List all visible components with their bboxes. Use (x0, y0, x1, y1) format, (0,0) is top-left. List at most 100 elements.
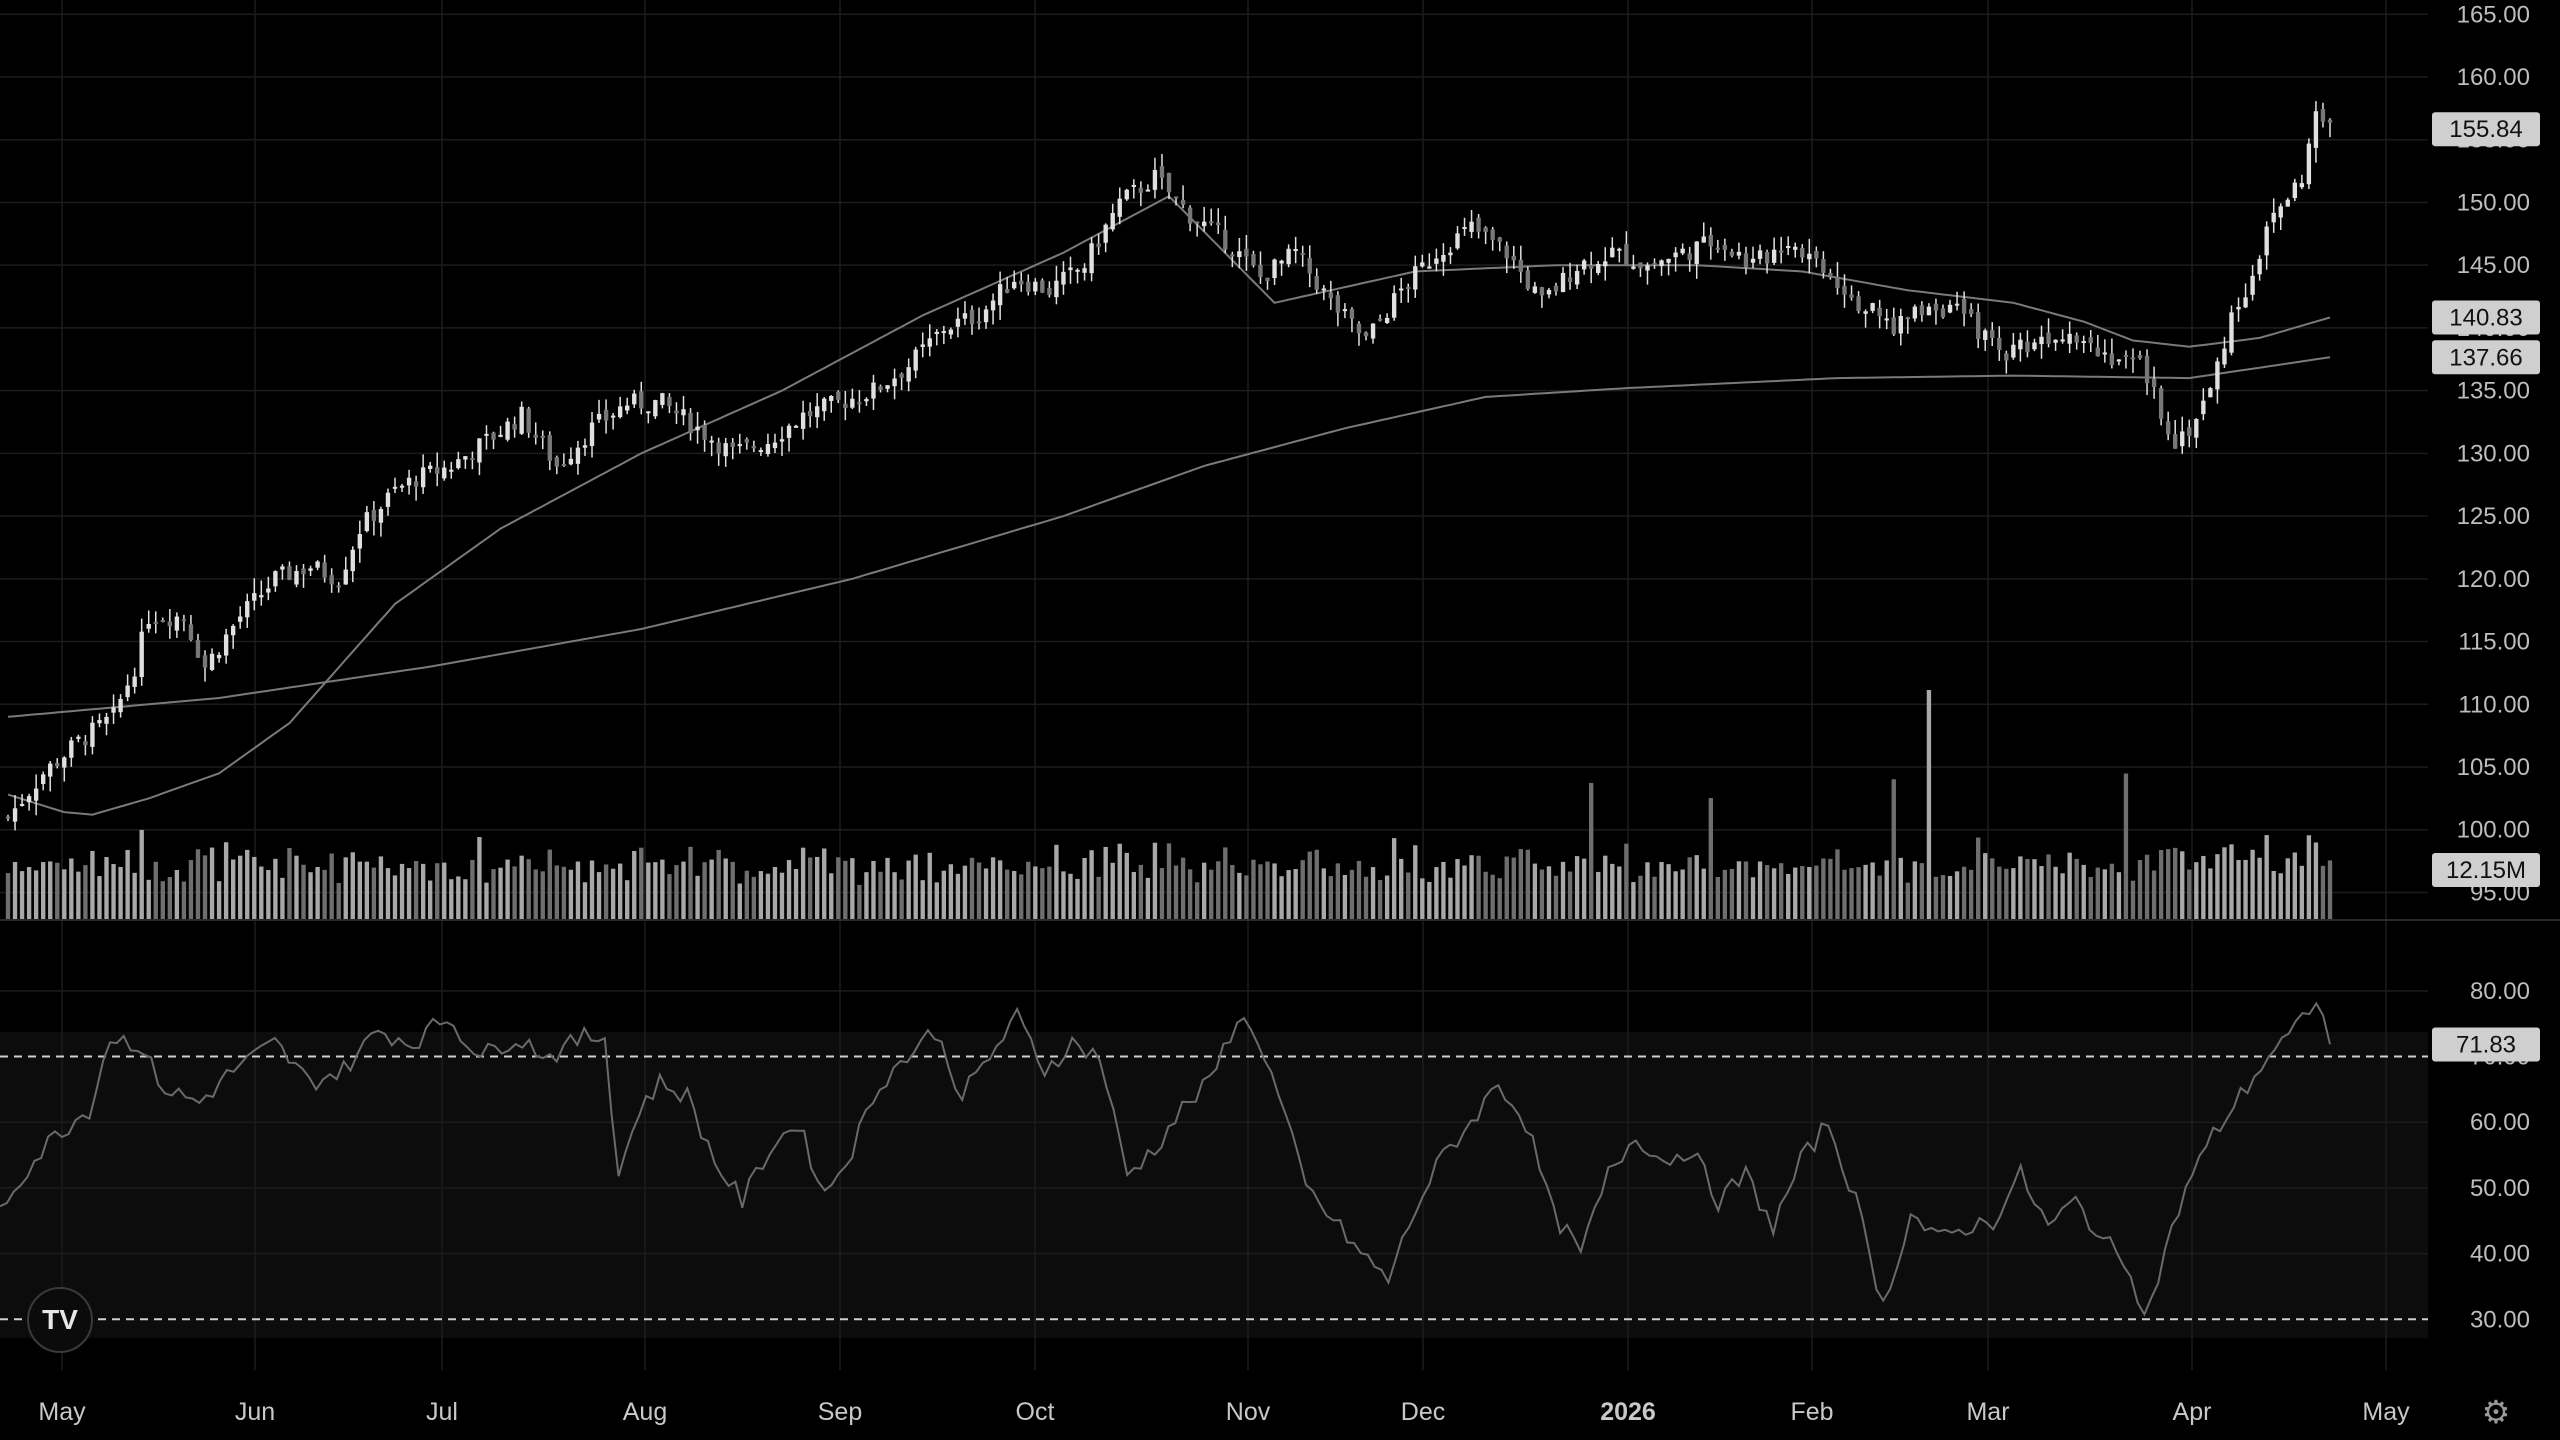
month-label: Sep (818, 1398, 862, 1426)
volume-bar (1286, 870, 1291, 920)
candle-body (55, 763, 60, 767)
candle-body (1532, 286, 1538, 293)
volume-bar (1603, 855, 1608, 920)
volume-bar (1687, 857, 1692, 920)
candle-body (1800, 248, 1805, 258)
volume-bar (343, 857, 348, 920)
volume-bar (920, 880, 925, 920)
volume-bar (1905, 882, 1910, 920)
candle-body (1849, 294, 1854, 298)
candle-body (990, 300, 996, 311)
volume-bar (1223, 847, 1228, 920)
volume-bar (2187, 869, 2192, 920)
candle-body (1166, 172, 1172, 193)
candle-body (1448, 252, 1453, 256)
candle-body (2229, 312, 2234, 353)
candle-body (857, 402, 862, 405)
volume-bar (1124, 852, 1129, 920)
rsi-tick-label: 50.00 (2470, 1175, 2530, 1202)
volume-bar (1990, 858, 1995, 920)
volume-bar (1413, 845, 1418, 920)
candle-body (385, 492, 391, 507)
candle-body (1145, 189, 1151, 192)
candle-body (245, 601, 250, 618)
candle-body (413, 481, 419, 487)
candle-body (1230, 254, 1235, 257)
candle-body (287, 566, 292, 580)
candle-body (1652, 262, 1657, 265)
volume-bar (435, 863, 440, 920)
volume-bar (1673, 871, 1678, 920)
candle-body (2194, 418, 2199, 438)
candle-body (815, 406, 820, 418)
volume-bar (1370, 867, 1376, 920)
volume-bar (646, 862, 651, 920)
candle-body (800, 412, 806, 429)
volume-bar (2313, 842, 2319, 920)
volume-bar (1750, 877, 1756, 920)
tradingview-logo-icon[interactable]: TV (27, 1287, 93, 1353)
volume-bar (1912, 861, 1918, 920)
rsi-panel[interactable] (0, 1001, 2428, 1321)
volume-bar (1462, 865, 1467, 920)
volume-bar (385, 868, 391, 920)
candle-body (252, 593, 257, 601)
volume-bar (442, 862, 447, 920)
candle-body (2320, 109, 2326, 122)
candle-body (76, 736, 81, 739)
volume-bar (209, 847, 215, 920)
rsi-band (0, 1032, 2428, 1338)
volume-bar (413, 860, 419, 920)
time-axis[interactable]: May Jun Jul Aug Sep Oct Nov Dec 2026 Feb Mar Apr May (38, 1398, 2410, 1426)
volume-bar (1349, 869, 1355, 920)
volume-bar (1849, 868, 1854, 920)
candle-body (1567, 277, 1573, 282)
volume-bar (2081, 864, 2086, 920)
candle-body (1180, 199, 1186, 205)
volume-bar (2018, 856, 2023, 920)
candle-body (1019, 280, 1024, 285)
volume-bar (1026, 861, 1031, 920)
candle-body (892, 378, 897, 387)
candle-body (646, 411, 651, 414)
candle-body (702, 424, 707, 440)
candle-body (681, 409, 686, 416)
volume-bar (2158, 850, 2164, 920)
volume-bar (1216, 861, 1221, 920)
volume-bar (955, 873, 961, 920)
volume-bar (843, 860, 848, 920)
candle-body (843, 403, 848, 409)
gear-icon[interactable]: ⚙ (2481, 1394, 2511, 1430)
volume-bar (2074, 858, 2079, 920)
volume-bar (1272, 863, 1277, 920)
candle-body (1258, 264, 1263, 277)
candle-body (1539, 287, 1545, 296)
candle-body (1898, 316, 1903, 334)
volume-bar (308, 872, 313, 920)
candle-body (1138, 187, 1144, 193)
volume-bar (976, 862, 982, 920)
price-tick-label: 130.00 (2457, 440, 2530, 467)
candlesticks[interactable] (5, 101, 2333, 831)
candle-body (1476, 217, 1481, 232)
volume-bar (815, 856, 820, 920)
candle-body (463, 456, 468, 460)
candle-body (1441, 255, 1446, 262)
candle-body (83, 741, 88, 746)
candle-body (885, 385, 890, 389)
candle-body (301, 568, 306, 575)
volume-bar (2306, 835, 2312, 920)
volume-bar (1940, 875, 1946, 920)
price-tick-label: 145.00 (2457, 252, 2530, 279)
candle-body (2123, 354, 2129, 357)
volume-bar (660, 859, 665, 920)
candle-body (772, 442, 778, 449)
volume-bar (1244, 875, 1249, 920)
price-tick-label: 165.00 (2457, 1, 2530, 28)
candle-body (308, 568, 313, 571)
candle-body (1553, 285, 1559, 292)
volume-bar (498, 867, 503, 920)
candle-body (1828, 273, 1833, 278)
volume-bar (202, 855, 208, 920)
